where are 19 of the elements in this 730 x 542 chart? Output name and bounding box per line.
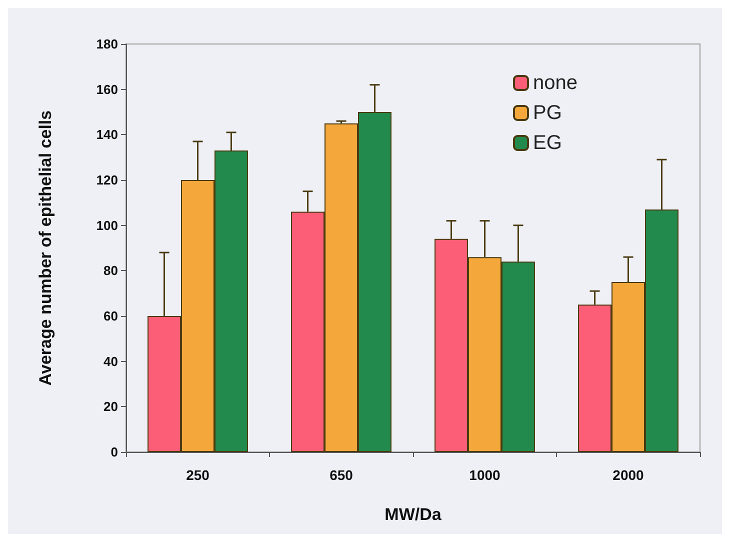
y-tick-label: 100 [96, 218, 118, 233]
legend-label: PG [533, 102, 562, 124]
y-tick-label: 180 [96, 36, 118, 52]
y-tick-label: 160 [96, 82, 118, 97]
y-tick-label: 80 [104, 263, 118, 278]
x-tick-label: 250 [186, 467, 210, 483]
x-tick-label: 1000 [469, 467, 501, 483]
x-tick-label: 2000 [612, 467, 644, 483]
legend-label: EG [533, 132, 562, 154]
y-tick-label: 0 [110, 444, 118, 460]
legend-label: none [533, 72, 578, 94]
y-tick-label: 20 [104, 399, 118, 414]
y-tick-label: 120 [96, 172, 118, 188]
y-tick-label: 140 [96, 127, 118, 142]
y-tick-label: 40 [104, 354, 118, 369]
y-tick-label: 60 [104, 308, 118, 324]
x-axis-title: MW/Da [384, 505, 442, 524]
y-axis-title: Average number of epithelial cells [36, 110, 55, 386]
x-tick-label: 650 [330, 467, 354, 483]
